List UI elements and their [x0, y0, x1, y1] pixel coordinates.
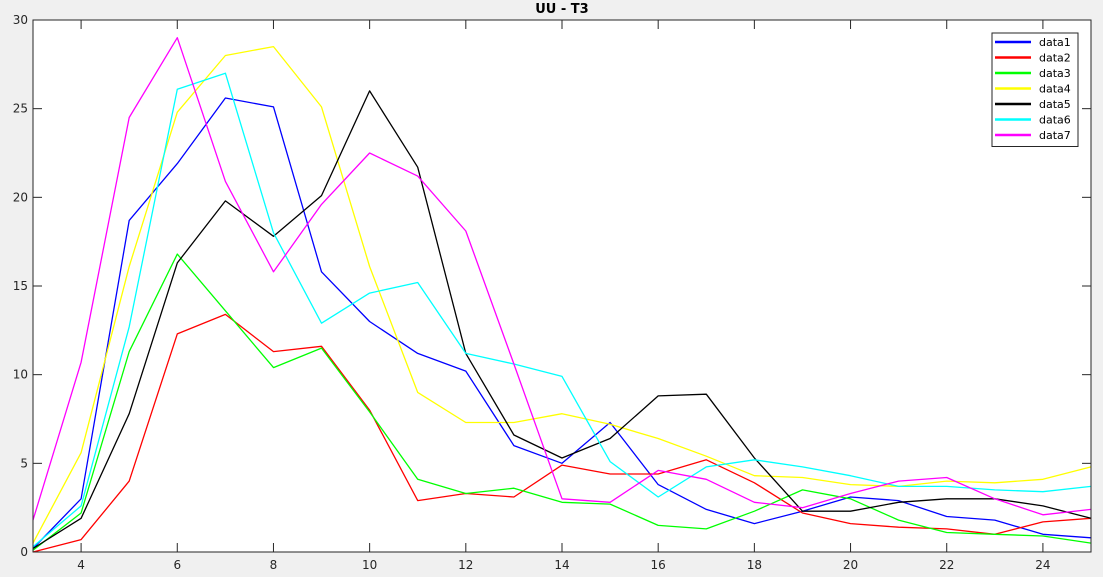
x-tick-label: 16 [651, 558, 666, 572]
series-line-data1 [32, 97, 1092, 549]
y-tick-label: 10 [13, 368, 28, 382]
x-tick-label: 8 [270, 558, 278, 572]
series-line-data6 [32, 72, 1092, 548]
series-line-data5 [32, 90, 1092, 550]
x-tick-label: 12 [458, 558, 473, 572]
legend-label-data2: data2 [1039, 52, 1071, 65]
y-tick-label: 5 [20, 456, 28, 470]
series-layer [32, 37, 1092, 553]
legend-label-data6: data6 [1039, 114, 1071, 127]
x-tick-label: 4 [77, 558, 85, 572]
legend-label-data5: data5 [1039, 98, 1071, 111]
chart-title: UU - T3 [535, 2, 588, 17]
y-tick-label: 30 [13, 13, 28, 27]
legend-label-data1: data1 [1039, 36, 1071, 49]
ticks-layer: 4 6 8 10 12 14 16 18 20 22 24 0 5 10 15 20 25 30 [13, 13, 1091, 572]
y-tick-label: 15 [13, 279, 28, 293]
x-tick-label: 6 [173, 558, 181, 572]
y-tick-label: 25 [13, 102, 28, 116]
series-line-data7 [32, 37, 1092, 521]
y-tick-label: 0 [20, 545, 28, 559]
x-tick-label: 24 [1035, 558, 1050, 572]
series-line-data3 [32, 253, 1092, 551]
legend-label-data7: data7 [1039, 129, 1071, 142]
series-line-data2 [32, 313, 1092, 553]
x-tick-label: 20 [843, 558, 858, 572]
x-tick-label: 14 [554, 558, 569, 572]
legend-label-data3: data3 [1039, 67, 1071, 80]
x-tick-label: 22 [939, 558, 954, 572]
legend: data1 data2 data3 data4 data5 data6 data7 [991, 32, 1079, 147]
x-tick-label: 18 [747, 558, 762, 572]
y-tick-label: 20 [13, 190, 28, 204]
plot-area [33, 20, 1091, 552]
x-tick-label: 10 [362, 558, 377, 572]
legend-label-data4: data4 [1039, 83, 1071, 96]
series-line-data4 [32, 45, 1092, 544]
